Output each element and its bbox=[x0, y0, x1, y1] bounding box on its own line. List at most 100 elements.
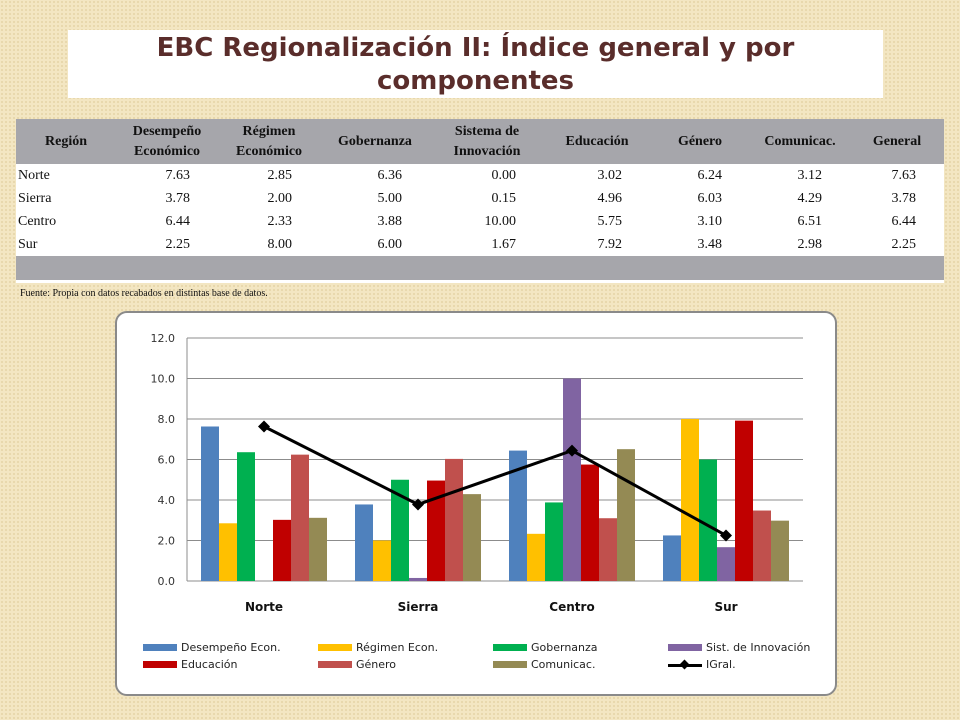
legend-label: Educación bbox=[181, 658, 238, 671]
legend-swatch bbox=[318, 644, 352, 651]
value-cell: 6.44 bbox=[891, 213, 917, 229]
legend-label: Gobernanza bbox=[531, 641, 598, 654]
igral-line bbox=[263, 425, 727, 537]
legend-label: Régimen Econ. bbox=[356, 641, 439, 654]
bar bbox=[427, 480, 445, 581]
bar bbox=[219, 523, 237, 581]
bar bbox=[463, 494, 481, 581]
region-cell: Centro bbox=[18, 213, 57, 229]
value-cell: 6.00 bbox=[377, 236, 403, 252]
table-row: Sierra 3.78 2.00 5.00 0.15 4.96 6.03 4.29 3.78 bbox=[16, 187, 944, 210]
value-cell: 6.44 bbox=[165, 213, 191, 229]
value-cell: 6.24 bbox=[697, 167, 723, 183]
bar bbox=[699, 459, 717, 581]
value-cell: 3.78 bbox=[891, 190, 917, 206]
column-header-line: Régimen bbox=[242, 123, 296, 139]
igral-marker bbox=[258, 420, 270, 433]
column-header-line: Desempeño bbox=[132, 123, 202, 139]
source-note: Fuente: Propia con datos recabados en di… bbox=[20, 288, 268, 299]
chart-legend: Desempeño Econ. Régimen Econ. Gobernanza Si… bbox=[143, 640, 823, 672]
value-cell: 0.00 bbox=[491, 167, 517, 183]
data-table: Región Desempeño Económico Régimen Económico… bbox=[16, 119, 944, 280]
y-tick-label: 6.0 bbox=[158, 454, 176, 467]
legend-label: Desempeño Econ. bbox=[181, 641, 281, 654]
value-cell: 4.96 bbox=[597, 190, 623, 206]
column-header: Régimen Económico bbox=[218, 119, 320, 164]
value-cell: 7.63 bbox=[165, 167, 191, 183]
value-cell: 6.51 bbox=[797, 213, 823, 229]
x-tick-label: Centro bbox=[549, 600, 594, 614]
column-header: Educación bbox=[544, 119, 650, 164]
x-tick-label: Norte bbox=[245, 600, 283, 614]
column-header-line: Gobernanza bbox=[338, 133, 412, 149]
column-header: Comunicac. bbox=[750, 119, 850, 164]
value-cell: 5.00 bbox=[377, 190, 403, 206]
legend-line-swatch bbox=[668, 660, 702, 670]
legend-swatch bbox=[493, 661, 527, 668]
x-tick-label: Sierra bbox=[398, 600, 439, 614]
bar bbox=[355, 504, 373, 581]
value-cell: 5.75 bbox=[597, 213, 623, 229]
legend-item: Educación bbox=[143, 657, 318, 672]
value-cell: 3.10 bbox=[697, 213, 723, 229]
legend-swatch bbox=[143, 661, 177, 668]
bar bbox=[771, 520, 789, 581]
value-cell: 7.92 bbox=[597, 236, 623, 252]
bar bbox=[581, 464, 599, 581]
table-footer-cell bbox=[16, 256, 944, 280]
bar bbox=[291, 454, 309, 581]
igral-marker bbox=[720, 529, 732, 542]
value-cell: 7.63 bbox=[891, 167, 917, 183]
bar-chart: 0.0 2.0 4.0 6.0 8.0 10.0 12.0 Norte Sierra Centro… bbox=[151, 332, 803, 614]
title-box: EBC Regionalización II: Índice general y… bbox=[68, 30, 883, 98]
legend-item: Gobernanza bbox=[493, 640, 668, 655]
bar bbox=[273, 519, 291, 581]
bar bbox=[409, 577, 427, 581]
value-cell: 2.00 bbox=[267, 190, 293, 206]
column-header: Región bbox=[16, 119, 116, 164]
bar bbox=[445, 458, 463, 581]
legend-item: Régimen Econ. bbox=[318, 640, 493, 655]
y-tick-label: 0.0 bbox=[158, 575, 176, 588]
value-cell: 6.03 bbox=[697, 190, 723, 206]
table-row: Norte 7.63 2.85 6.36 0.00 3.02 6.24 3.12 7.63 bbox=[16, 164, 944, 187]
value-cell: 0.15 bbox=[491, 190, 517, 206]
value-cell: 3.48 bbox=[697, 236, 723, 252]
bar bbox=[599, 518, 617, 581]
value-cell: 2.33 bbox=[267, 213, 293, 229]
region-cell: Sur bbox=[18, 236, 38, 252]
value-cell: 2.25 bbox=[165, 236, 191, 252]
page-title: EBC Regionalización II: Índice general y… bbox=[156, 33, 795, 96]
y-tick-label: 10.0 bbox=[151, 373, 176, 386]
legend-swatch bbox=[668, 644, 702, 651]
bar bbox=[545, 502, 563, 581]
bar bbox=[201, 426, 219, 581]
value-cell: 2.25 bbox=[891, 236, 917, 252]
value-cell: 3.02 bbox=[597, 167, 623, 183]
igral-marker bbox=[566, 444, 578, 457]
column-header: Desempeño Económico bbox=[116, 119, 218, 164]
value-cell: 8.00 bbox=[267, 236, 293, 252]
legend-item: Desempeño Econ. bbox=[143, 640, 318, 655]
bar bbox=[617, 449, 635, 581]
legend-item: Género bbox=[318, 657, 493, 672]
value-cell: 3.88 bbox=[377, 213, 403, 229]
column-header-line: Innovación bbox=[453, 143, 521, 159]
column-header-line: Género bbox=[677, 133, 723, 149]
column-header: Gobernanza bbox=[320, 119, 430, 164]
legend-item: Comunicac. bbox=[493, 657, 668, 672]
legend-swatch bbox=[318, 661, 352, 668]
value-cell: 10.00 bbox=[484, 213, 517, 229]
bar bbox=[753, 510, 771, 581]
table-row: Sur 2.25 8.00 6.00 1.67 7.92 3.48 2.98 2.25 bbox=[16, 233, 944, 256]
bar bbox=[391, 479, 409, 581]
column-header-line: Sistema de bbox=[454, 123, 520, 139]
column-header: Género bbox=[650, 119, 750, 164]
column-header-line: General bbox=[872, 133, 922, 149]
value-cell: 1.67 bbox=[491, 236, 517, 252]
value-cell: 6.36 bbox=[377, 167, 403, 183]
value-cell: 3.12 bbox=[797, 167, 823, 183]
x-tick-label: Sur bbox=[714, 600, 737, 614]
bar bbox=[717, 547, 735, 581]
y-tick-label: 4.0 bbox=[158, 494, 176, 507]
